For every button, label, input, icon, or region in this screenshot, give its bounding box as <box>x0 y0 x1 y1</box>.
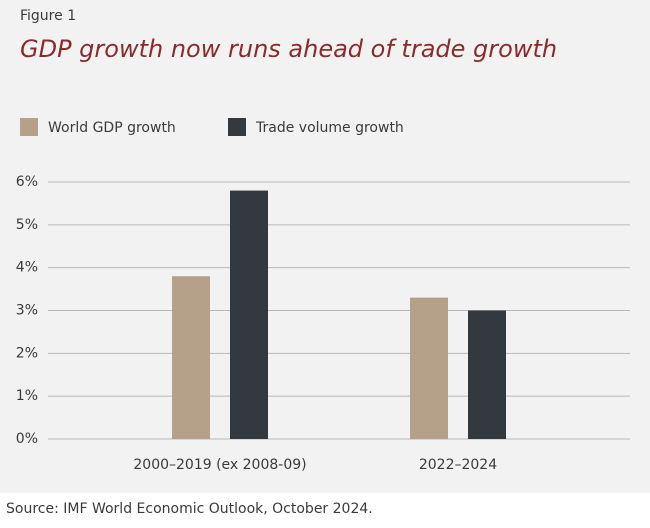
background <box>0 0 650 493</box>
footer-background <box>0 493 650 528</box>
legend-swatch <box>20 118 38 136</box>
y-tick-label: 4% <box>16 260 38 276</box>
x-tick-label: 2022–2024 <box>419 457 497 473</box>
x-tick-label: 2000–2019 (ex 2008-09) <box>133 457 306 473</box>
bar <box>468 310 506 439</box>
bar <box>410 297 448 439</box>
y-tick-label: 6% <box>16 174 38 190</box>
legend-label: World GDP growth <box>48 120 176 136</box>
bar <box>230 190 268 439</box>
bar <box>172 276 210 439</box>
figure-label: Figure 1 <box>20 8 76 24</box>
source: Source: IMF World Economic Outlook, Octo… <box>6 501 373 517</box>
y-tick-label: 3% <box>16 303 38 319</box>
legend-swatch <box>228 118 246 136</box>
chart-title: GDP growth now runs ahead of trade growt… <box>20 35 557 63</box>
y-tick-label: 5% <box>16 217 38 233</box>
y-tick-label: 0% <box>16 431 38 447</box>
legend-label: Trade volume growth <box>255 120 404 136</box>
y-tick-label: 1% <box>16 388 38 404</box>
y-tick-label: 2% <box>16 345 38 361</box>
